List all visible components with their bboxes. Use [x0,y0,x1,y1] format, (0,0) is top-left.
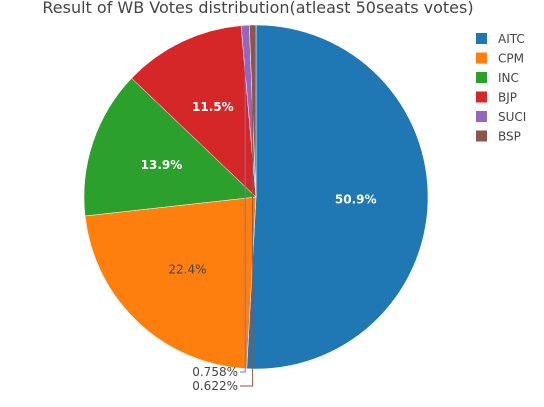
slice-label-suci: 0.758% [192,365,238,379]
leader-line-suci [240,25,246,373]
legend-label-suci[interactable]: SUCI [498,110,526,124]
legend-label-aitc[interactable]: AITC [498,32,525,46]
pie-slice-bjp[interactable] [131,25,257,198]
pie-slice-inc[interactable] [83,77,257,217]
legend: AITC CPM INC BJP SUCI BSP [476,32,526,144]
pie-slice-cpm[interactable] [84,196,257,370]
legend-swatch-cpm[interactable] [476,52,487,64]
legend-swatch-bsp[interactable] [476,130,487,142]
legend-swatch-suci[interactable] [476,111,487,122]
legend-swatch-bjp[interactable] [476,91,487,103]
slice-labels: 50.9% 22.4% 13.9% 11.5% 0.758%0.622% [141,25,377,393]
slice-label-inc: 13.9% [141,158,183,172]
legend-label-bsp[interactable]: BSP [498,130,521,144]
slice-label-aitc: 50.9% [335,193,377,207]
slice-label-cpm: 22.4% [168,263,206,277]
legend-swatch-inc[interactable] [476,72,487,83]
chart-title: Result of WB Votes distribution(atleast … [42,0,473,17]
legend-label-bjp[interactable]: BJP [498,91,517,105]
pie-slices [83,24,429,370]
pie-slice-aitc[interactable] [246,24,429,370]
legend-label-inc[interactable]: INC [498,71,519,85]
leader-line-bsp [240,25,254,387]
legend-label-cpm[interactable]: CPM [498,52,524,66]
legend-swatch-aitc[interactable] [476,33,487,44]
slice-label-bjp: 11.5% [192,100,234,114]
slice-label-bsp: 0.622% [192,379,238,393]
